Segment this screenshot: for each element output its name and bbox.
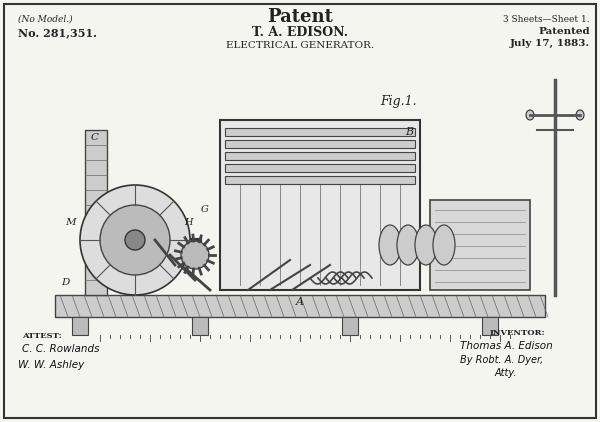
Ellipse shape [415, 225, 437, 265]
Text: (No Model.): (No Model.) [18, 15, 73, 24]
Text: By Robt. A. Dyer,: By Robt. A. Dyer, [460, 355, 543, 365]
Circle shape [181, 241, 209, 269]
Ellipse shape [433, 225, 455, 265]
Bar [225, 128, 415, 136]
Text: Fig.1.: Fig.1. [380, 95, 416, 108]
Text: M: M [65, 218, 76, 227]
Text: July 17, 1883.: July 17, 1883. [510, 39, 590, 48]
Text: D: D [61, 278, 69, 287]
Bar [225, 152, 415, 160]
Bar [342, 317, 358, 335]
Text: A: A [296, 297, 304, 307]
Ellipse shape [576, 110, 584, 120]
Circle shape [100, 205, 170, 275]
Text: B: B [405, 127, 413, 137]
Ellipse shape [379, 225, 401, 265]
Text: INVENTOR:: INVENTOR: [490, 329, 545, 337]
Text: C: C [91, 133, 99, 142]
Text: Thomas A. Edison: Thomas A. Edison [460, 341, 553, 351]
Text: Patent: Patent [267, 8, 333, 26]
Text: T. A. EDISON.: T. A. EDISON. [252, 26, 348, 39]
Text: H: H [184, 218, 192, 227]
Ellipse shape [526, 110, 534, 120]
Bar [85, 130, 107, 295]
Bar [72, 317, 88, 335]
Text: G: G [201, 205, 209, 214]
Text: 3 Sheets—Sheet 1.: 3 Sheets—Sheet 1. [503, 15, 590, 24]
Text: ELECTRICAL GENERATOR.: ELECTRICAL GENERATOR. [226, 41, 374, 50]
Bar [430, 200, 530, 290]
Text: Patented: Patented [538, 27, 590, 36]
Ellipse shape [397, 225, 419, 265]
Text: ATTEST:: ATTEST: [22, 332, 62, 340]
Circle shape [80, 185, 190, 295]
Bar [482, 317, 498, 335]
Circle shape [125, 230, 145, 250]
Text: C. C. Rowlands: C. C. Rowlands [22, 344, 100, 354]
Bar [225, 164, 415, 172]
Text: W. W. Ashley: W. W. Ashley [18, 360, 84, 370]
Text: No. 281,351.: No. 281,351. [18, 27, 97, 38]
Bar [192, 317, 208, 335]
Bar [220, 120, 420, 290]
Bar [225, 176, 415, 184]
Text: Atty.: Atty. [495, 368, 517, 378]
Bar [225, 140, 415, 148]
Bar [55, 295, 545, 317]
